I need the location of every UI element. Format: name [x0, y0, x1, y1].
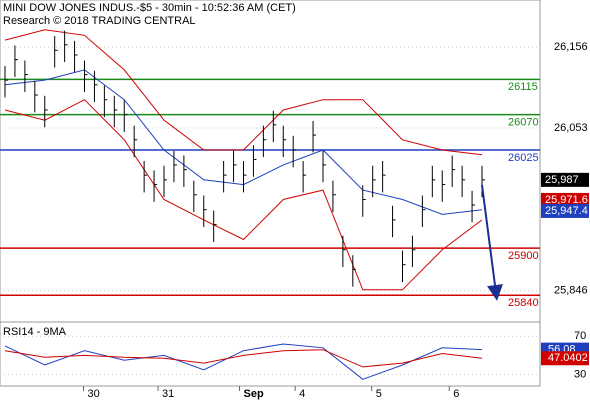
overlay-line [4, 29, 483, 156]
rsi-tick-label: 70 [574, 330, 586, 342]
forecast-arrow [481, 184, 503, 301]
rsi-tag-label: 47.0402 [548, 352, 588, 364]
price-tag-label: 25,947.4 [545, 205, 588, 217]
x-tick-label: Sep [244, 388, 264, 400]
x-tick-label: 31 [162, 388, 174, 400]
rsi-title: RSI14 - 9MA [3, 326, 67, 338]
price-tag [541, 203, 589, 218]
y-tick-label: 26,156 [554, 41, 588, 53]
level-label: 25840 [508, 297, 539, 309]
x-tick-label: 5 [376, 388, 382, 400]
price-tag [541, 192, 589, 207]
price-panel [0, 0, 541, 323]
level-label: 26070 [508, 117, 539, 129]
level-label: 26115 [508, 81, 538, 93]
x-tick-label: 30 [88, 388, 100, 400]
rsi-tag [541, 351, 589, 366]
level-label: 26025 [508, 152, 539, 164]
rsi-line [4, 349, 483, 368]
price-tag-label: 25,971.6 [545, 194, 588, 206]
chart-subtitle: Research © 2018 TRADING CENTRAL [3, 15, 196, 27]
rsi-panel [0, 321, 541, 387]
level-label: 25900 [508, 250, 539, 262]
y-tick-label: 26,053 [554, 122, 588, 134]
rsi-line [4, 343, 483, 380]
y-tick-label: 25,846 [554, 284, 588, 296]
x-tick-label: 6 [453, 388, 459, 400]
x-tick-label: 4 [299, 388, 305, 400]
price-tag-label: 25,987 [545, 174, 579, 186]
overlay-line [4, 99, 483, 291]
chart-title: MINI DOW JONES INDUS.-$5 - 30min - 10:52… [3, 2, 296, 14]
price-tag [541, 172, 589, 187]
rsi-tick-label: 30 [574, 368, 586, 380]
